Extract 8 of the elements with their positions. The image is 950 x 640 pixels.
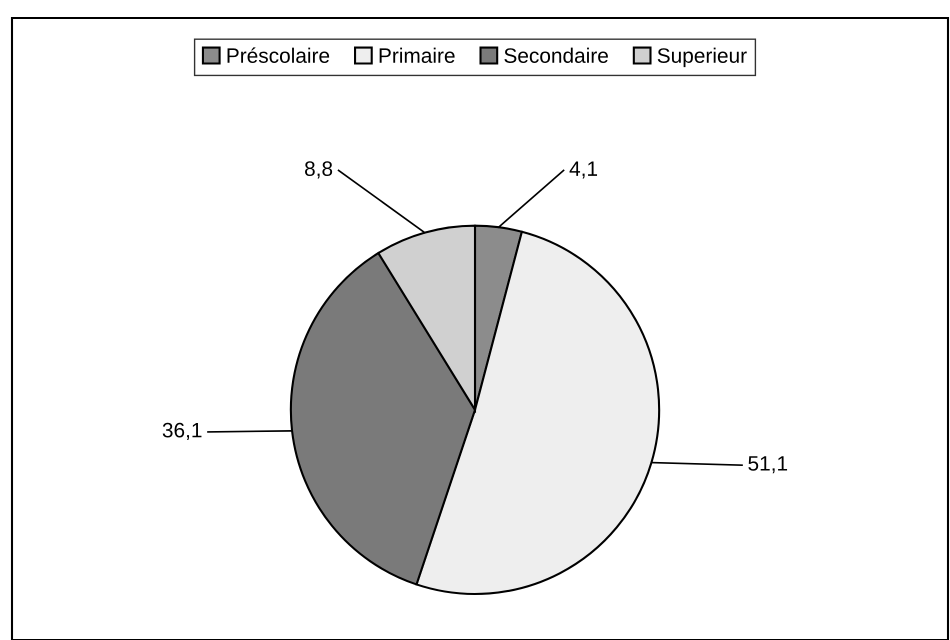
data-label: 4,1 — [570, 161, 598, 178]
data-label: 51,1 — [748, 456, 788, 474]
legend-label: Superieur — [658, 48, 747, 68]
data-label: 8,8 — [305, 161, 332, 178]
legend-label: Secondaire — [504, 48, 608, 63]
legend-label: Préscolaire — [228, 47, 330, 63]
data-label: 36,1 — [162, 422, 202, 440]
legend-label: Primaire — [380, 48, 455, 63]
